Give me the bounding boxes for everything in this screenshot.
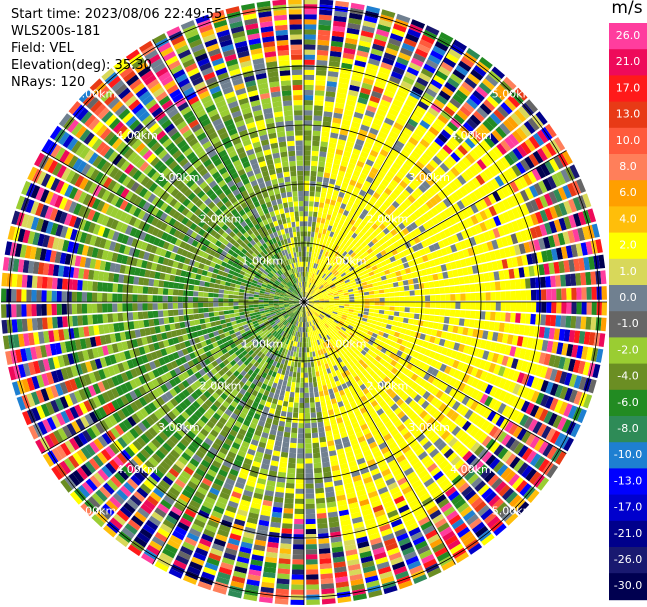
range-ring-label: 3.00km [408,171,450,184]
range-ring-label: 5.00km [492,87,534,100]
range-ring-label: 3.00km [408,421,450,434]
velocity-field [1,0,607,605]
range-ring-label: 3.00km [158,421,200,434]
range-ring-label: 4.00km [116,463,158,476]
range-ring-label: 1.00km [325,338,367,351]
range-ring-label: 2.00km [367,379,409,392]
azimuth-spoke [41,150,305,303]
azimuth-spoke [303,301,567,454]
azimuth-spoke [152,301,305,565]
azimuth-spoke [41,301,305,454]
range-ring-label: 1.00km [242,338,284,351]
range-ring-label: 5.00km [75,87,117,100]
range-ring-label: 4.00km [450,129,492,142]
range-ring-label: 1.00km [242,254,284,267]
colorbar-unit: m/s [611,0,643,18]
range-ring-label: 3.00km [158,171,200,184]
azimuth-spoke [152,39,305,303]
range-ring-label: 2.00km [200,213,242,226]
range-ring-label: 1.00km [325,254,367,267]
range-ring-label: 4.00km [450,463,492,476]
range-ring-label: 5.00km [492,505,534,518]
range-rings [1,0,607,605]
range-ring-label: 2.00km [367,213,409,226]
range-ring-label: 4.00km [116,129,158,142]
azimuth-spoke [303,39,456,303]
range-ring-label: 2.00km [200,379,242,392]
azimuth-spoke [303,301,456,565]
azimuth-spoke [303,150,567,303]
range-labels: 1.00km 1.00km 1.00km 1.00km 2.00km 2.00km 2.00… [75,87,534,517]
range-ring-label: 5.00km [75,505,117,518]
